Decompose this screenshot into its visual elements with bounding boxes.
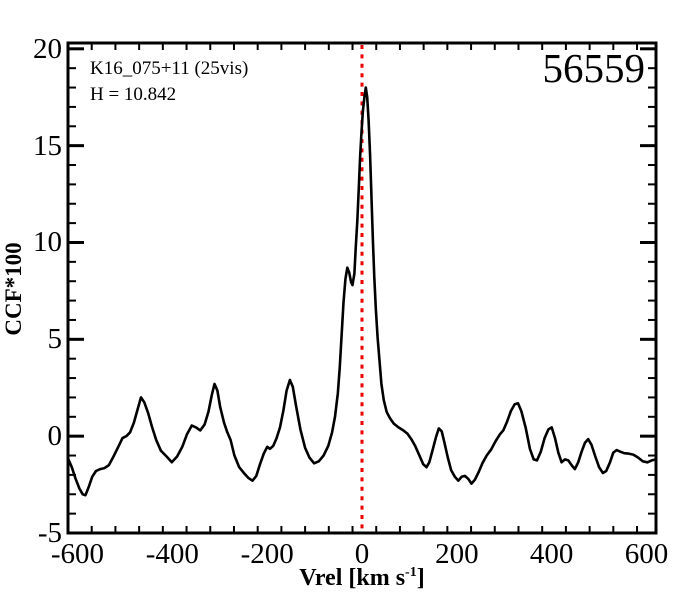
x-axis-label-close: ] — [416, 565, 425, 591]
y-tick-label: 15 — [33, 129, 62, 162]
object-id-label: 56559 — [542, 45, 646, 91]
y-tick-label: 20 — [33, 32, 62, 65]
x-axis-label-superscript: -1 — [405, 565, 417, 580]
y-tick-label: 0 — [47, 420, 63, 453]
annotation-target-name: K16_075+11 (25vis) — [90, 58, 249, 79]
x-tick-label: -600 — [50, 538, 105, 570]
x-tick-label: -200 — [240, 538, 294, 570]
x-tick-label: 400 — [529, 538, 574, 570]
x-axis-label-main: Vrel [km s — [299, 565, 406, 591]
annotation-h-index: H = 10.842 — [90, 84, 177, 105]
x-axis-label: Vrel [km s-1] — [68, 565, 656, 592]
x-tick-label: 600 — [624, 538, 669, 570]
x-tick-label: -400 — [145, 538, 199, 570]
y-tick-label: -5 — [37, 517, 62, 549]
x-tick-label: 200 — [435, 538, 479, 570]
y-axis-label: CCF*100 — [1, 242, 26, 336]
ccf-curve — [66, 86, 658, 497]
x-tick-label: 0 — [354, 538, 370, 570]
axis-frame — [66, 41, 658, 535]
y-tick-label: 10 — [33, 226, 62, 259]
y-tick-label: 5 — [47, 323, 63, 356]
